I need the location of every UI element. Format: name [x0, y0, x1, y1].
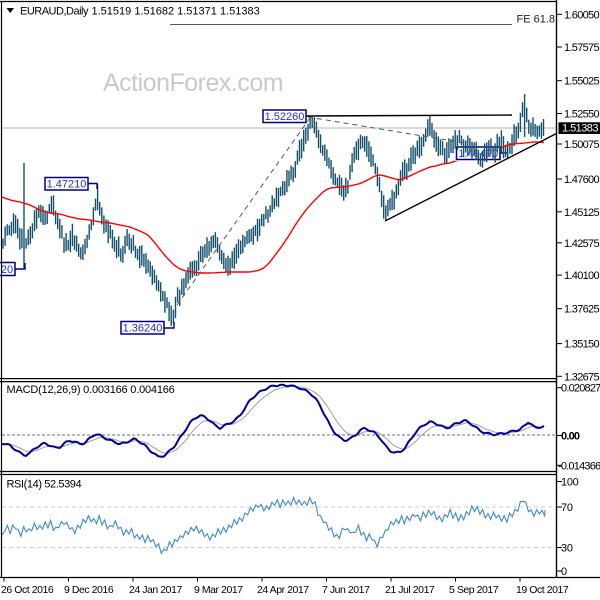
svg-text:19 Oct 2017: 19 Oct 2017: [516, 584, 569, 596]
svg-text:1.37625: 1.37625: [564, 304, 599, 316]
svg-text:1.47600: 1.47600: [564, 174, 599, 186]
svg-text:7 Jun 2017: 7 Jun 2017: [322, 584, 370, 596]
svg-text:1.57575: 1.57575: [564, 42, 599, 54]
svg-text:1.36240: 1.36240: [123, 323, 163, 335]
svg-text:1.55025: 1.55025: [564, 76, 599, 88]
svg-text:0.00: 0.00: [561, 431, 580, 443]
svg-text:1.50075: 1.50075: [564, 139, 599, 151]
svg-text:1.51519 1.51682 1.51371 1.5138: 1.51519 1.51682 1.51371 1.51383: [92, 6, 260, 18]
svg-text:20: 20: [1, 264, 13, 276]
svg-text:30: 30: [561, 543, 573, 555]
svg-text:1.40100: 1.40100: [564, 270, 599, 282]
svg-text:MACD(12,26,9) 0.003166 0.00416: MACD(12,26,9) 0.003166 0.004166: [7, 384, 175, 396]
svg-text:ActionForex.com: ActionForex.com: [103, 69, 283, 97]
svg-text:EURAUD,Daily: EURAUD,Daily: [20, 6, 89, 18]
svg-text:1.51383: 1.51383: [562, 123, 598, 135]
svg-text:1.47210: 1.47210: [47, 179, 87, 191]
svg-text:26 Oct 2016: 26 Oct 2016: [1, 584, 54, 596]
svg-text:5 Sep 2017: 5 Sep 2017: [449, 584, 499, 596]
svg-text:70: 70: [561, 502, 573, 514]
svg-text:0.020827: 0.020827: [561, 383, 600, 395]
svg-text:1.52550: 1.52550: [564, 109, 599, 121]
svg-text:24 Jan 2017: 24 Jan 2017: [129, 584, 182, 596]
svg-text:RSI(14) 52.5394: RSI(14) 52.5394: [7, 478, 82, 490]
svg-text:9 Dec 2016: 9 Dec 2016: [64, 584, 114, 596]
svg-text:-0.014366: -0.014366: [558, 460, 600, 472]
svg-text:9 Mar 2017: 9 Mar 2017: [194, 584, 243, 596]
svg-text:1.52260: 1.52260: [265, 111, 305, 123]
svg-text:1.60050: 1.60050: [564, 9, 599, 21]
svg-text:0: 0: [561, 566, 567, 578]
svg-text:1.32675: 1.32675: [564, 371, 599, 383]
svg-text:1.35150: 1.35150: [564, 339, 599, 351]
svg-text:1.42575: 1.42575: [564, 238, 599, 250]
svg-text:FE 61.8: FE 61.8: [516, 14, 555, 26]
svg-text:24 Apr 2017: 24 Apr 2017: [257, 584, 309, 596]
svg-text:21 Jul 2017: 21 Jul 2017: [385, 584, 435, 596]
svg-text:100: 100: [561, 477, 579, 489]
svg-text:1.45125: 1.45125: [564, 207, 599, 219]
